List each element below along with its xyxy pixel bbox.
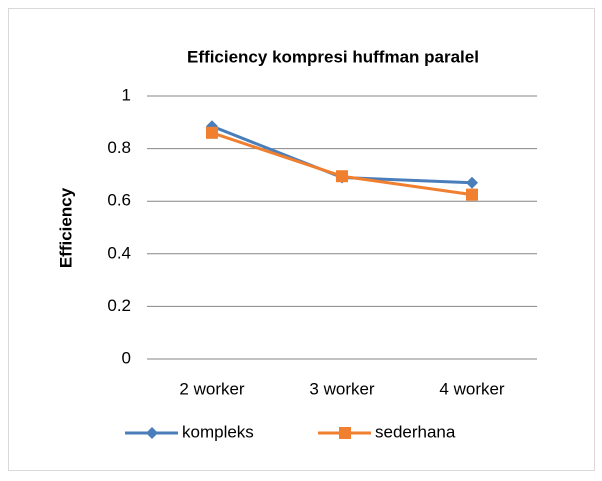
data-point: [206, 126, 218, 139]
y-tick-label: 0.8: [107, 138, 131, 157]
x-tick-label: 2 worker: [179, 379, 245, 398]
data-point: [336, 170, 348, 183]
x-tick-label: 4 worker: [439, 379, 505, 398]
y-axis-label: Efficiency: [56, 187, 75, 268]
legend-label: kompleks: [182, 422, 254, 441]
y-tick-label: 1: [122, 85, 131, 104]
y-tick-label: 0.6: [107, 191, 131, 210]
chart-border: [8, 8, 595, 471]
data-point: [466, 188, 478, 201]
data-point: [466, 176, 478, 189]
y-tick-label: 0.4: [107, 243, 131, 262]
legend-label: sederhana: [375, 422, 456, 441]
x-tick-label: 3 worker: [309, 379, 375, 398]
y-tick-label: 0: [122, 348, 131, 367]
legend-marker: [146, 427, 158, 439]
y-tick-label: 0.2: [107, 296, 131, 315]
chart-title: Efficiency kompresi huffman paralel: [187, 47, 479, 66]
legend-marker: [339, 427, 351, 439]
